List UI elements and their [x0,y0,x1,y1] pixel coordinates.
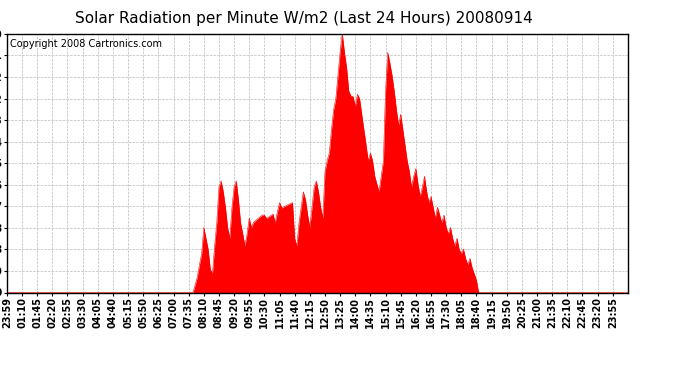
Text: Copyright 2008 Cartronics.com: Copyright 2008 Cartronics.com [10,39,162,49]
Text: Solar Radiation per Minute W/m2 (Last 24 Hours) 20080914: Solar Radiation per Minute W/m2 (Last 24… [75,11,533,26]
